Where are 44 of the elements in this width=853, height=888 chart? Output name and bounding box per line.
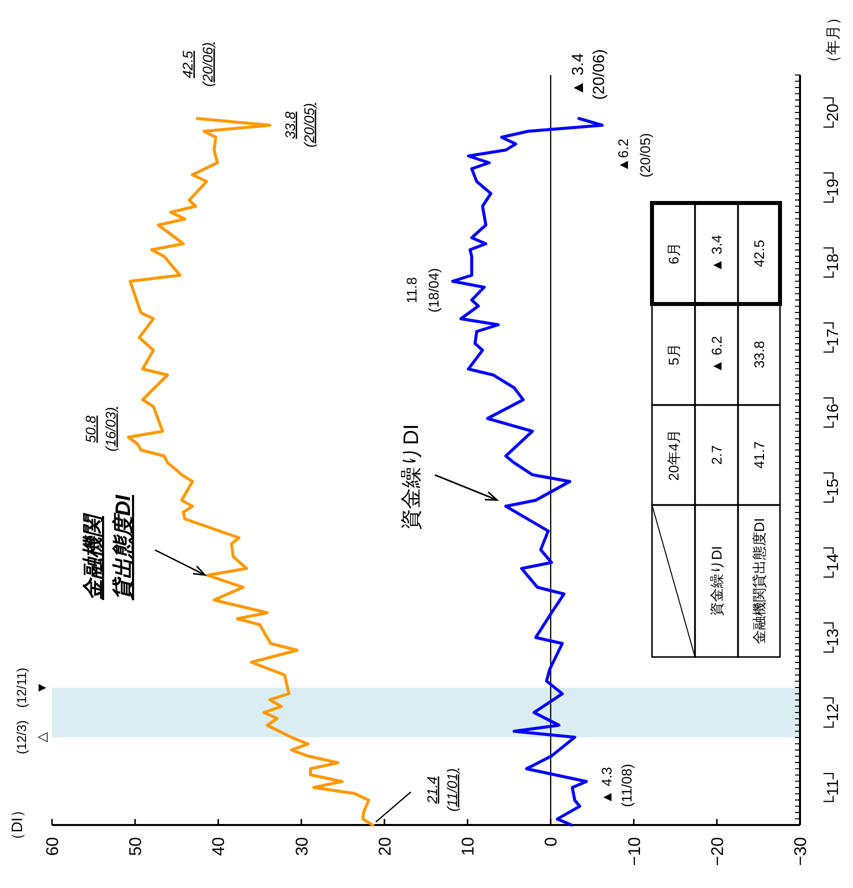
annotation: 11.8 (18/04): [404, 268, 442, 312]
annotation: 5月: [666, 344, 682, 366]
annotation: ▲ 3.4 (20/06): [570, 49, 608, 100]
x-tick-label: 40: [209, 837, 228, 856]
annotation: 20年4月: [666, 429, 682, 481]
annotation: 50.8 (16/03): [82, 407, 118, 452]
annotation: ▲ 3.4: [708, 234, 724, 272]
annotation: ▲ 4.3 (11/08): [598, 764, 634, 808]
x-tick-label: 20: [375, 837, 394, 856]
y-tick-label: └11┘: [823, 768, 842, 808]
annotation: 6月: [666, 242, 682, 264]
y-tick-label: └14┘: [823, 542, 842, 583]
x-tick-label: −20: [708, 837, 727, 866]
annotation: 金融機関貸出態度DI: [751, 518, 767, 644]
text: (12/11) ▼: [14, 668, 49, 708]
x-tick-label: 50: [126, 837, 146, 856]
x-tick-label: 60: [43, 837, 62, 856]
y-tick-label: └15┘: [823, 467, 842, 508]
x-tick-label: 0: [542, 837, 561, 846]
y-axis-title: （年月）: [825, 10, 842, 70]
text: (12/3) △: [14, 720, 49, 754]
y-tick-label: └18┘: [823, 242, 842, 283]
annotation: 42.5: [751, 240, 767, 268]
y-tick-label: └20┘: [823, 92, 842, 133]
y-tick-label: └13┘: [823, 617, 842, 658]
annotation: ▲6.2 (20/05): [615, 133, 654, 178]
annotation: ▲ 6.2: [708, 336, 724, 374]
y-tick-label: └19┘: [823, 167, 842, 208]
y-tick-label: └17┘: [823, 317, 842, 358]
x-tick-label: 30: [292, 837, 312, 856]
x-tick-label: −10: [624, 837, 644, 866]
annotation: 33.8: [751, 340, 767, 368]
x-tick-label: 10: [458, 837, 478, 856]
text: 資金繰りDI: [400, 424, 423, 530]
annotation: 42.5 (20/06): [179, 42, 216, 87]
y-tick-label: └12┘: [823, 692, 842, 733]
annotation: 41.7: [751, 441, 767, 469]
annotation: 21.4 (11/01): [424, 768, 460, 812]
x-tick-label: −30: [791, 837, 810, 866]
text: （DI）: [9, 802, 26, 848]
annotation: 33.8 (20/05): [282, 103, 317, 148]
annotation: 資金繰りDI: [708, 546, 724, 616]
y-tick-label: └16┘: [823, 392, 842, 433]
annotation: 2.7: [708, 445, 724, 465]
